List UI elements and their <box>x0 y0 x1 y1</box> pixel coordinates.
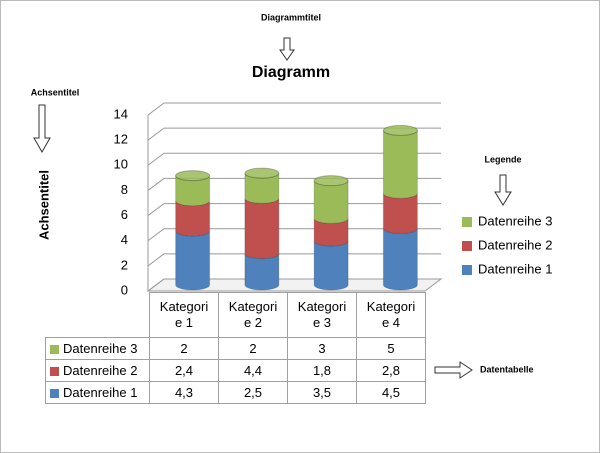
table-value: 4,5 <box>356 381 426 404</box>
table-value: 5 <box>356 337 426 360</box>
table-value: 2 <box>149 337 219 360</box>
series-name: Datenreihe 2 <box>63 363 138 378</box>
table-row: Kategorie 1 Kategorie 2 Kategorie 3 Kategor… <box>46 292 426 338</box>
y-tick-label: 14 <box>114 106 128 121</box>
legend-key <box>50 389 59 398</box>
annotation: Diagrammtitel <box>261 12 321 22</box>
bar-cap <box>382 124 418 136</box>
arrow <box>279 37 295 61</box>
y-tick-label: 8 <box>121 182 128 197</box>
annotation: Achsentitel <box>31 87 80 97</box>
y-tick-label: 12 <box>114 132 128 147</box>
legend-label: Datenreihe 1 <box>478 261 552 276</box>
table-row: Datenreihe 2 2,4 4,4 1,8 2,8 <box>45 359 426 382</box>
legend-key <box>50 367 59 376</box>
annotation: Datentabelle <box>480 364 534 374</box>
table-cell <box>46 293 150 338</box>
grid-line <box>147 102 441 116</box>
y-tick-label: 10 <box>114 157 128 172</box>
category-label: Kategorie 1 <box>149 292 219 338</box>
y-tick-label: 2 <box>121 257 128 272</box>
table-value: 3,5 <box>287 381 357 404</box>
category-label: Kategorie 4 <box>356 292 426 338</box>
y-axis-title: Achsentitel <box>36 170 51 240</box>
bar-segment <box>313 240 349 291</box>
series-name: Datenreihe 3 <box>63 341 138 356</box>
table-value: 3 <box>287 337 357 360</box>
legend-label: Datenreihe 3 <box>478 213 552 228</box>
grid-line <box>147 228 441 242</box>
bar-segment <box>382 193 418 234</box>
chart-title: Diagramm <box>252 64 330 81</box>
table-value: 2,8 <box>356 359 426 382</box>
bar-segment <box>175 230 211 291</box>
category-label: Kategorie 2 <box>218 292 288 338</box>
bar-cap <box>175 170 211 182</box>
y-tick-label: 0 <box>121 282 128 297</box>
bar-segment <box>313 180 349 224</box>
grid-line <box>147 278 441 292</box>
table-value: 4,3 <box>149 381 219 404</box>
table-value: 2,5 <box>218 381 288 404</box>
y-tick-label: 6 <box>121 207 128 222</box>
y-tick-label: 4 <box>121 232 128 247</box>
grid-line <box>147 127 441 141</box>
grid-line <box>147 177 441 191</box>
bar-segment <box>244 198 280 260</box>
table-value: 2 <box>218 337 288 360</box>
table-cell: Datenreihe 1 <box>45 381 150 404</box>
table-row: Datenreihe 1 4,3 2,5 3,5 4,5 <box>45 381 426 404</box>
bar-segment <box>382 228 418 291</box>
table-cell: Datenreihe 2 <box>45 359 150 382</box>
category-label: Kategorie 3 <box>287 292 357 338</box>
grid-line <box>147 253 441 267</box>
grid-line <box>147 203 441 216</box>
legend-key <box>50 345 59 354</box>
annotation: Legende <box>484 154 521 164</box>
table-value: 1,8 <box>287 359 357 382</box>
bar-cap <box>313 175 349 187</box>
series-name: Datenreihe 1 <box>63 385 138 400</box>
legend-key <box>462 241 472 251</box>
legend-key <box>462 217 472 227</box>
legend-key <box>462 265 472 275</box>
arrow <box>494 174 512 206</box>
arrow <box>33 104 51 154</box>
legend-label: Datenreihe 2 <box>478 237 552 252</box>
bar-segment <box>382 130 418 199</box>
table-value: 2,4 <box>149 359 219 382</box>
table-cell: Datenreihe 3 <box>45 337 150 360</box>
grid-line <box>147 152 441 166</box>
data-table: Kategorie 1 Kategorie 2 Kategorie 3 Kategor… <box>45 292 426 404</box>
arrow <box>434 361 473 379</box>
table-value: 4,4 <box>218 359 288 382</box>
bar-cap <box>244 167 280 179</box>
